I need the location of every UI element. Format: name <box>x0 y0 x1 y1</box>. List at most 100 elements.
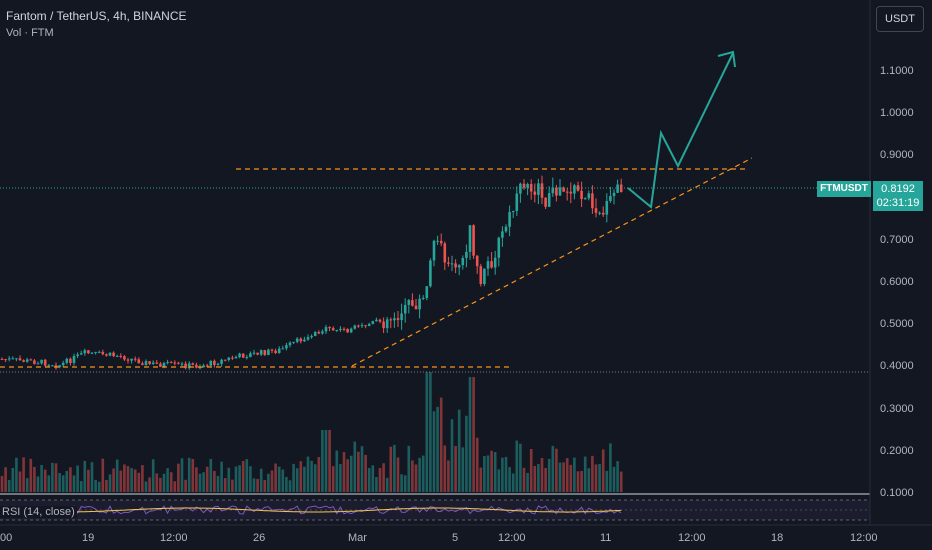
projection-arrowhead <box>717 50 736 68</box>
chart-legend: Fantom / TetherUS, 4h, BINANCE Vol · FTM <box>6 9 187 39</box>
volume-bar <box>569 464 573 492</box>
volume-bar <box>61 475 65 492</box>
volume-bar <box>58 473 61 492</box>
volume-bar <box>403 475 407 492</box>
candle-body <box>526 184 529 188</box>
volume-bar <box>303 466 306 492</box>
volume-bar <box>33 466 36 492</box>
price-label: 0.1000 <box>880 487 914 499</box>
candle-body <box>425 286 429 299</box>
volume-bar <box>216 475 220 492</box>
volume-bar <box>443 445 447 492</box>
volume-bar <box>367 467 371 492</box>
candle-body <box>11 358 15 360</box>
volume-bar <box>321 430 324 492</box>
volume-legend[interactable]: Vol · FTM <box>6 27 187 39</box>
candle-body <box>184 363 187 369</box>
volume-bar <box>335 450 339 492</box>
volume-bar <box>29 458 33 492</box>
volume-bar <box>616 461 619 492</box>
volume-bar <box>519 443 522 492</box>
candle-body <box>4 359 7 361</box>
volume-bar <box>353 441 357 492</box>
volume-bar <box>511 473 515 492</box>
candle-body <box>468 225 472 252</box>
volume-bar <box>544 467 547 492</box>
volume-bar <box>87 469 90 492</box>
candle-body <box>360 325 364 327</box>
volume-bar <box>598 463 601 492</box>
candle-body <box>479 266 483 284</box>
volume-bar <box>205 466 209 492</box>
volume-bar <box>393 444 396 492</box>
candle-body <box>87 350 90 354</box>
candle-body <box>54 365 58 368</box>
volume-bar <box>47 475 51 492</box>
candle-body <box>133 358 137 360</box>
volume-bars <box>0 372 623 492</box>
candle-body <box>36 363 40 365</box>
candle-body <box>421 298 425 300</box>
volume-bar <box>533 466 537 492</box>
volume-bar <box>526 472 529 492</box>
volume-bar <box>130 468 133 492</box>
candle-body <box>29 359 33 361</box>
candle-body <box>195 364 198 368</box>
volume-bar <box>223 478 227 492</box>
candle-body <box>576 185 580 191</box>
candle-body <box>612 192 616 197</box>
candle-body <box>69 358 72 363</box>
volume-bar <box>515 440 519 492</box>
time-label: 5 <box>452 532 458 544</box>
volume-bar <box>40 464 43 492</box>
candle-body <box>76 354 79 357</box>
volume-bar <box>123 464 126 492</box>
candle-body <box>267 349 270 355</box>
candle-body <box>79 353 83 355</box>
candle-body <box>22 360 25 362</box>
volume-bar <box>112 468 115 492</box>
volume-bar <box>493 452 497 492</box>
volume-bar <box>461 447 465 492</box>
candle-body <box>472 225 475 256</box>
price-label: 1.1000 <box>880 65 914 77</box>
volume-bar <box>328 430 331 492</box>
volume-bar <box>591 455 594 492</box>
candle-body <box>335 329 339 331</box>
volume-bar <box>18 471 22 492</box>
volume-bar <box>119 470 123 492</box>
volume-bar <box>252 478 256 492</box>
candle-body <box>587 193 591 199</box>
price-label: 0.7000 <box>880 234 914 246</box>
price-label: 0.5000 <box>880 318 914 330</box>
volume-bar <box>105 480 108 492</box>
candle-body <box>461 257 465 266</box>
volume-bar <box>457 409 461 492</box>
volume-bar <box>587 468 591 492</box>
candle-body <box>281 348 285 350</box>
volume-bar <box>529 448 533 492</box>
currency-button[interactable]: USDT <box>876 6 924 32</box>
candle-body <box>306 337 310 340</box>
candle-body <box>285 345 288 349</box>
candle-body <box>519 183 522 194</box>
rsi-legend[interactable]: RSI (14, close) <box>0 506 77 518</box>
volume-bar <box>141 465 144 492</box>
candle-body <box>115 355 119 357</box>
candle-body <box>220 359 223 364</box>
candle-body <box>310 335 313 338</box>
time-axis[interactable]: 00 19 12:00 26 Mar 5 12:00 11 12:00 18 1… <box>0 532 878 544</box>
volume-bar <box>313 464 317 492</box>
volume-bar <box>249 466 252 492</box>
volume-bar <box>184 479 187 492</box>
symbol-title[interactable]: Fantom / TetherUS, 4h, BINANCE <box>6 9 187 23</box>
volume-bar <box>619 471 623 492</box>
candle-body <box>241 353 245 358</box>
volume-bar <box>76 465 79 492</box>
candle-body <box>382 321 385 329</box>
volume-bar <box>274 463 277 492</box>
volume-bar <box>396 457 400 492</box>
price-axis[interactable]: 1.1000 1.0000 0.9000 0.7000 0.6000 0.500… <box>880 65 914 499</box>
time-label: 26 <box>253 532 265 544</box>
